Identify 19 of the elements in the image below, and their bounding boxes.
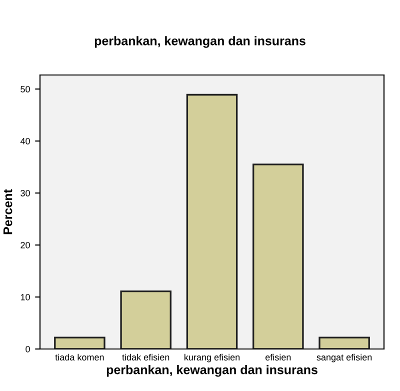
y-tick-label: 20 bbox=[20, 242, 30, 248]
x-axis-title: perbankan, kewangan dan insurans bbox=[106, 365, 318, 377]
bar bbox=[252, 164, 304, 349]
x-tick-label: sangat efisien bbox=[316, 354, 372, 362]
y-tick-label: 40 bbox=[20, 138, 30, 144]
x-tick-label: kurang efisien bbox=[184, 354, 240, 362]
x-tick-label: efisien bbox=[265, 354, 291, 360]
bar bbox=[54, 336, 106, 349]
bar bbox=[120, 290, 172, 349]
y-axis-title: Percent bbox=[3, 189, 12, 234]
x-tick-label: tiada komen bbox=[55, 354, 104, 360]
x-tick-label: tidak efisien bbox=[122, 354, 170, 360]
y-tick-label: 50 bbox=[20, 86, 30, 92]
y-tick-label: 10 bbox=[20, 294, 30, 300]
y-tick-label: 30 bbox=[20, 190, 30, 196]
bar bbox=[318, 336, 370, 349]
chart-title: perbankan, kewangan dan insurans bbox=[94, 36, 306, 48]
y-tick-label: 0 bbox=[26, 346, 30, 352]
bar bbox=[186, 94, 238, 349]
